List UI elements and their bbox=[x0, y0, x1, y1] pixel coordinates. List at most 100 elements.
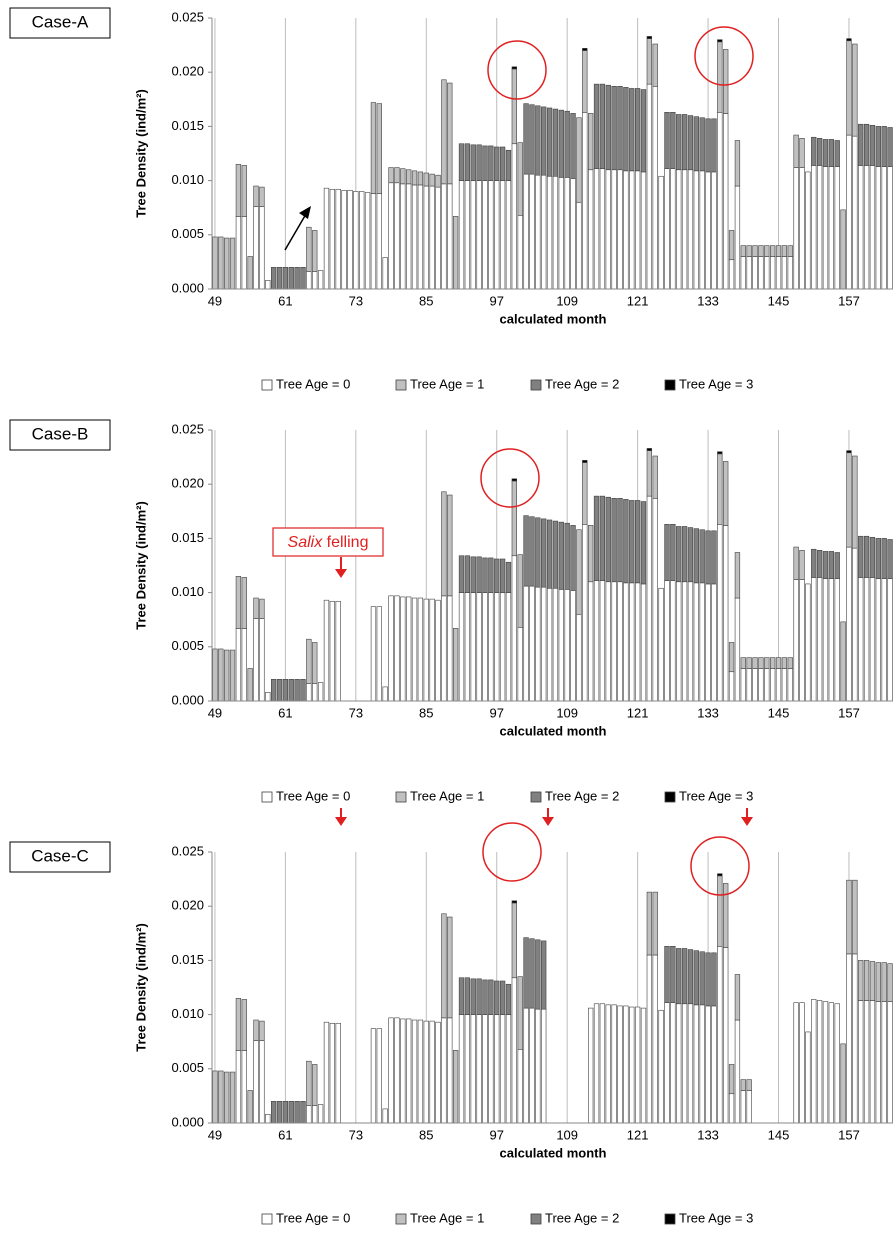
bar-segment bbox=[218, 648, 224, 702]
bar-segment bbox=[411, 1019, 418, 1124]
case-label: Case-A bbox=[32, 12, 89, 31]
bar-segment bbox=[869, 961, 876, 1001]
bar-segment bbox=[676, 581, 682, 702]
bar-segment bbox=[494, 180, 500, 290]
bar-segment bbox=[740, 668, 746, 702]
bar-segment bbox=[441, 1017, 447, 1124]
bar-segment bbox=[282, 1101, 289, 1124]
bar-segment bbox=[447, 82, 453, 185]
legend-label: Tree Age = 3 bbox=[679, 1210, 753, 1225]
bar-segment bbox=[875, 126, 881, 167]
bar-segment bbox=[863, 165, 870, 290]
bar-segment bbox=[623, 87, 629, 172]
x-tick-label: 109 bbox=[556, 1127, 578, 1142]
bar-segment bbox=[494, 980, 500, 1015]
bar-segment bbox=[775, 245, 782, 257]
bar-segment bbox=[488, 1014, 494, 1124]
arrow-head bbox=[299, 206, 311, 219]
bar-segment bbox=[400, 1018, 406, 1124]
bar-segment bbox=[306, 1105, 312, 1124]
bar-segment bbox=[464, 555, 471, 593]
bar-segment bbox=[734, 1019, 741, 1124]
bar-segment bbox=[329, 600, 335, 702]
bar-segment bbox=[300, 267, 306, 290]
bar-segment bbox=[593, 1003, 600, 1124]
bar-segment bbox=[417, 597, 424, 702]
y-tick-label: 0.015 bbox=[171, 530, 204, 545]
bar-segment bbox=[382, 686, 388, 702]
bar-segment bbox=[317, 1104, 324, 1124]
bar-segment bbox=[605, 496, 611, 583]
bar-segment bbox=[728, 642, 735, 673]
bar-segment bbox=[840, 209, 846, 290]
bar-segment bbox=[687, 115, 694, 171]
bar-segment bbox=[253, 185, 259, 207]
annotation-rest: felling bbox=[327, 534, 369, 551]
y-axis-title: Tree Density (ind/m²) bbox=[133, 923, 148, 1052]
bar-segment bbox=[259, 618, 265, 702]
bar-segment bbox=[711, 583, 717, 702]
bar-segment bbox=[687, 581, 694, 702]
bar-segment bbox=[629, 500, 635, 584]
highlight-circle bbox=[482, 822, 542, 882]
bar-segment bbox=[828, 1002, 835, 1124]
bar-segment bbox=[476, 1014, 482, 1124]
bar-segment bbox=[740, 1090, 746, 1124]
legend-swatch bbox=[664, 379, 676, 391]
bar-segment bbox=[775, 256, 782, 290]
x-axis-title: calculated month bbox=[500, 1145, 607, 1160]
bar-segment bbox=[535, 586, 541, 702]
bar-segment bbox=[875, 166, 881, 290]
x-tick-label: 73 bbox=[349, 1127, 363, 1142]
bar-segment bbox=[241, 628, 247, 702]
bar-segment bbox=[241, 1050, 247, 1124]
x-tick-label: 145 bbox=[768, 293, 790, 308]
bar-segment bbox=[593, 83, 600, 169]
y-tick-label: 0.005 bbox=[171, 226, 204, 241]
bar-segment bbox=[546, 519, 553, 589]
x-tick-label: 49 bbox=[208, 1127, 222, 1142]
bar-segment bbox=[699, 529, 705, 584]
bar-segment bbox=[306, 1060, 312, 1106]
bar-segment bbox=[728, 230, 735, 261]
bar-segment bbox=[711, 118, 717, 173]
bar-segment bbox=[429, 1020, 435, 1124]
y-axis-title: Tree Density (ind/m²) bbox=[133, 89, 148, 218]
bar-segment bbox=[388, 595, 394, 702]
bar-segment bbox=[494, 146, 500, 181]
x-tick-label: 49 bbox=[208, 293, 222, 308]
bar-segment bbox=[335, 188, 341, 290]
bar-segment bbox=[746, 256, 752, 290]
bar-segment bbox=[711, 530, 717, 585]
bar-segment bbox=[687, 527, 694, 583]
bar-segment bbox=[887, 127, 893, 167]
bar-segment bbox=[658, 175, 664, 290]
bar-segment bbox=[488, 979, 494, 1015]
bar-segment bbox=[488, 180, 494, 290]
bar-segment bbox=[693, 950, 699, 1006]
bar-segment bbox=[464, 592, 471, 702]
bar-segment bbox=[693, 116, 699, 172]
bar-segment bbox=[541, 1008, 547, 1124]
bar-segment bbox=[646, 38, 653, 85]
bar-segment bbox=[758, 245, 764, 257]
bar-segment bbox=[863, 535, 870, 578]
bar-segment bbox=[822, 1001, 829, 1124]
bar-segment bbox=[470, 144, 476, 181]
bar-segment bbox=[640, 583, 647, 702]
bar-segment bbox=[846, 546, 852, 702]
bar-segment bbox=[546, 107, 553, 177]
bar-segment bbox=[752, 256, 758, 290]
bar-segment bbox=[229, 1071, 236, 1124]
bar-segment bbox=[781, 657, 788, 669]
bar-segment bbox=[699, 582, 705, 702]
bar-segment bbox=[511, 68, 517, 145]
bar-segment bbox=[541, 940, 547, 1010]
x-tick-label: 97 bbox=[489, 293, 503, 308]
highlight-circle bbox=[694, 26, 754, 86]
bar-segment bbox=[770, 657, 776, 669]
x-tick-label: 157 bbox=[838, 705, 860, 720]
bar-segment bbox=[535, 939, 541, 1010]
bar-segment bbox=[717, 524, 723, 702]
x-axis-title: calculated month bbox=[500, 311, 607, 326]
